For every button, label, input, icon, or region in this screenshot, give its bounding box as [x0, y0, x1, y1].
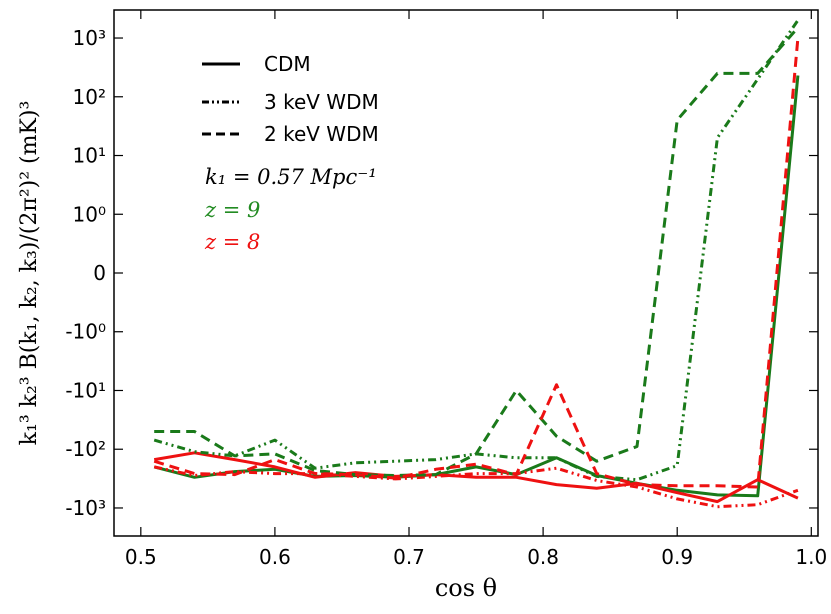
- tick-layer: 0.5 0.6 0.7 0.8 0.9 1.0 10³ 10² 10¹ 10⁰ 0 -10⁰ -10¹ -…: [65, 10, 827, 569]
- series-line-cdm-z-8: [153, 451, 799, 504]
- series-line-3-kev-wdm-z-8: [153, 465, 799, 509]
- x-tick-label-1: 0.6: [259, 545, 291, 569]
- y-tick-label-6: -10¹: [65, 378, 106, 402]
- x-tick-label-5: 1.0: [795, 545, 827, 569]
- x-tick-label-0: 0.5: [125, 545, 157, 569]
- y-tick-label-4: 0: [93, 261, 106, 285]
- series-layer: [153, 19, 800, 509]
- legend-label-cdm: CDM: [264, 52, 311, 76]
- x-tick-label-2: 0.7: [393, 545, 425, 569]
- y-tick-label-1: 10²: [73, 85, 106, 109]
- legend: CDM 3 keV WDM 2 keV WDM: [202, 52, 379, 146]
- annotation-z8: z = 8: [204, 230, 260, 254]
- y-tick-label-2: 10¹: [73, 144, 106, 168]
- annotation-k1: k₁ = 0.57 Mpc⁻¹: [205, 165, 377, 189]
- x-tick-label-4: 0.9: [661, 545, 693, 569]
- legend-label-2kev: 2 keV WDM: [264, 122, 379, 146]
- y-axis-label: k₁³ k₂³ B(k₁, k₂, k₃)/(2π²)² (mK)³: [17, 101, 42, 446]
- legend-label-3kev: 3 keV WDM: [264, 90, 379, 114]
- series-line-2-kev-wdm-z-9: [154, 26, 800, 477]
- y-tick-label-0: 10³: [73, 26, 106, 50]
- annotation-z9: z = 9: [204, 198, 260, 222]
- y-tick-label-8: -10³: [65, 496, 106, 520]
- y-tick-label-7: -10²: [65, 437, 106, 461]
- y-tick-label-5: -10⁰: [65, 320, 106, 344]
- series-line-cdm-z-9: [153, 75, 800, 498]
- x-tick-label-3: 0.8: [527, 545, 559, 569]
- x-axis-label: cos θ: [435, 574, 497, 602]
- y-tick-label-3: 10⁰: [73, 202, 106, 226]
- series-line-2-kev-wdm-z-8: [153, 37, 800, 489]
